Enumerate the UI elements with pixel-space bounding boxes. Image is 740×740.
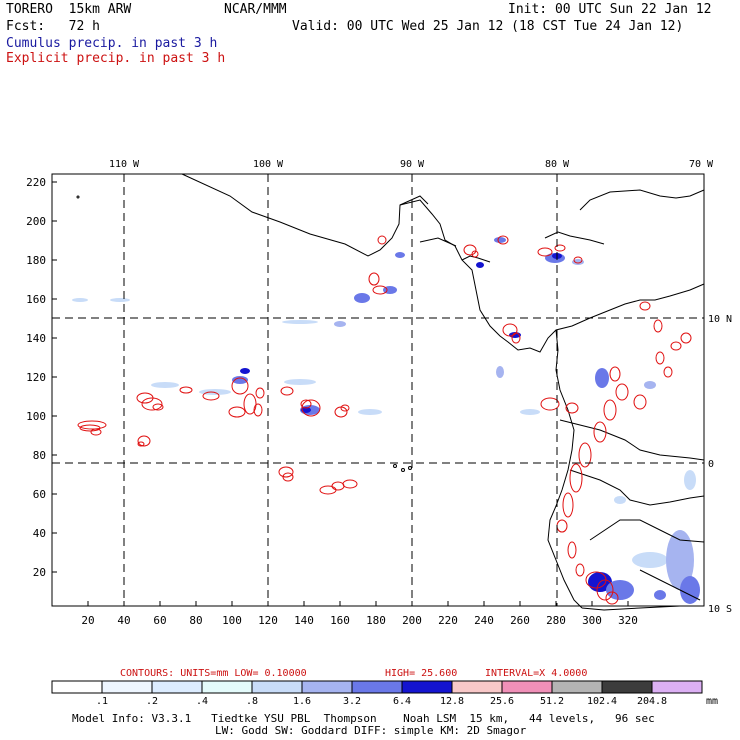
colorbar-swatch — [101, 680, 153, 694]
lat-label-0: 0 — [708, 459, 714, 470]
x-tick-label: 160 — [330, 614, 350, 627]
colorbar-label: .2 — [146, 696, 158, 707]
colorbar-units: mm — [706, 696, 718, 707]
colorbar-label: .1 — [96, 696, 108, 707]
colorbar-label: 25.6 — [490, 696, 514, 707]
colorbar-label: 51.2 — [540, 696, 564, 707]
x-tick-label: 280 — [546, 614, 566, 627]
colorbar: .1 .2 .4 .8 1.6 3.2 6.4 12.8 25.6 51.2 1… — [51, 680, 718, 707]
lon-label-70w: 70 W — [689, 159, 714, 170]
y-tick-label: 100 — [26, 410, 46, 423]
colorbar-swatch — [301, 680, 353, 694]
x-tick-label: 260 — [510, 614, 530, 627]
x-axis: 20 40 60 80 100 120 140 160 180 200 220 … — [81, 601, 638, 627]
y-tick-label: 60 — [33, 488, 46, 501]
forecast-hour: Fcst: 72 h — [6, 19, 100, 34]
y-tick-label: 160 — [26, 293, 46, 306]
colorbar-swatch — [451, 680, 503, 694]
colorbar-swatch — [151, 680, 203, 694]
x-tick-label: 220 — [438, 614, 458, 627]
y-tick-label: 20 — [33, 566, 46, 579]
contour-high-label: HIGH= 25.600 — [385, 668, 457, 679]
y-tick-label: 220 — [26, 176, 46, 189]
explicit-field-label: Explicit precip. in past 3 h — [6, 51, 226, 66]
plot-frame — [51, 173, 705, 607]
model-info-line2: LW: Godd SW: Goddard DIFF: simple KM: 2D… — [215, 724, 527, 737]
x-tick-label: 200 — [402, 614, 422, 627]
y-tick-label: 80 — [33, 449, 46, 462]
x-tick-label: 20 — [81, 614, 94, 627]
colorbar-swatch — [201, 680, 253, 694]
x-tick-label: 80 — [189, 614, 202, 627]
explicit-precip-contours — [77, 235, 692, 605]
lat-label-10n: 10 N — [708, 314, 732, 325]
colorbar-label: 1.6 — [293, 696, 311, 707]
x-tick-label: 40 — [117, 614, 130, 627]
cumulus-precip-shading — [72, 237, 700, 604]
x-tick-label: 100 — [222, 614, 242, 627]
lon-label-80w: 80 W — [545, 159, 570, 170]
colorbar-swatch — [251, 680, 303, 694]
colorbar-swatch — [601, 680, 653, 694]
x-tick-label: 240 — [474, 614, 494, 627]
graticule — [52, 174, 704, 606]
y-tick-label: 140 — [26, 332, 46, 345]
coastlines — [76, 173, 705, 611]
colorbar-label: 204.8 — [637, 696, 667, 707]
lon-label-110w: 110 W — [109, 159, 140, 170]
y-tick-label: 200 — [26, 215, 46, 228]
colorbar-label: 12.8 — [440, 696, 464, 707]
contour-interval-label: INTERVAL=X 4.0000 — [485, 668, 587, 679]
x-tick-label: 140 — [294, 614, 314, 627]
center-label: NCAR/MMM — [224, 2, 287, 17]
model-title: TORERO 15km ARW — [6, 2, 132, 17]
x-tick-label: 300 — [582, 614, 602, 627]
valid-time: Valid: 00 UTC Wed 25 Jan 12 (18 CST Tue … — [292, 19, 684, 34]
colorbar-label: 6.4 — [393, 696, 411, 707]
colorbar-label: 3.2 — [343, 696, 361, 707]
x-tick-label: 120 — [258, 614, 278, 627]
x-tick-label: 180 — [366, 614, 386, 627]
colorbar-swatch — [401, 680, 453, 694]
colorbar-swatches — [51, 680, 703, 694]
colorbar-swatch — [651, 680, 703, 694]
colorbar-label: .4 — [196, 696, 208, 707]
lat-label-10s: 10 S — [708, 604, 732, 615]
y-tick-label: 180 — [26, 254, 46, 267]
colorbar-swatch — [501, 680, 553, 694]
init-time: Init: 00 UTC Sun 22 Jan 12 — [508, 2, 712, 17]
lon-label-100w: 100 W — [253, 159, 284, 170]
cumulus-field-label: Cumulus precip. in past 3 h — [6, 36, 218, 51]
model-info-line1: Model Info: V3.3.1 Tiedtke YSU PBL Thomp… — [72, 712, 655, 725]
y-axis: 20 40 60 80 100 120 140 160 180 200 220 — [26, 176, 57, 579]
lon-label-90w: 90 W — [400, 159, 425, 170]
x-tick-label: 60 — [153, 614, 166, 627]
colorbar-swatch — [551, 680, 603, 694]
x-tick-label: 320 — [618, 614, 638, 627]
y-tick-label: 120 — [26, 371, 46, 384]
contour-units-label: CONTOURS: UNITS=mm LOW= 0.10000 — [120, 668, 307, 679]
y-tick-label: 40 — [33, 527, 46, 540]
colorbar-swatch — [351, 680, 403, 694]
colorbar-label: 102.4 — [587, 696, 617, 707]
colorbar-label: .8 — [246, 696, 258, 707]
colorbar-swatch — [51, 680, 103, 694]
